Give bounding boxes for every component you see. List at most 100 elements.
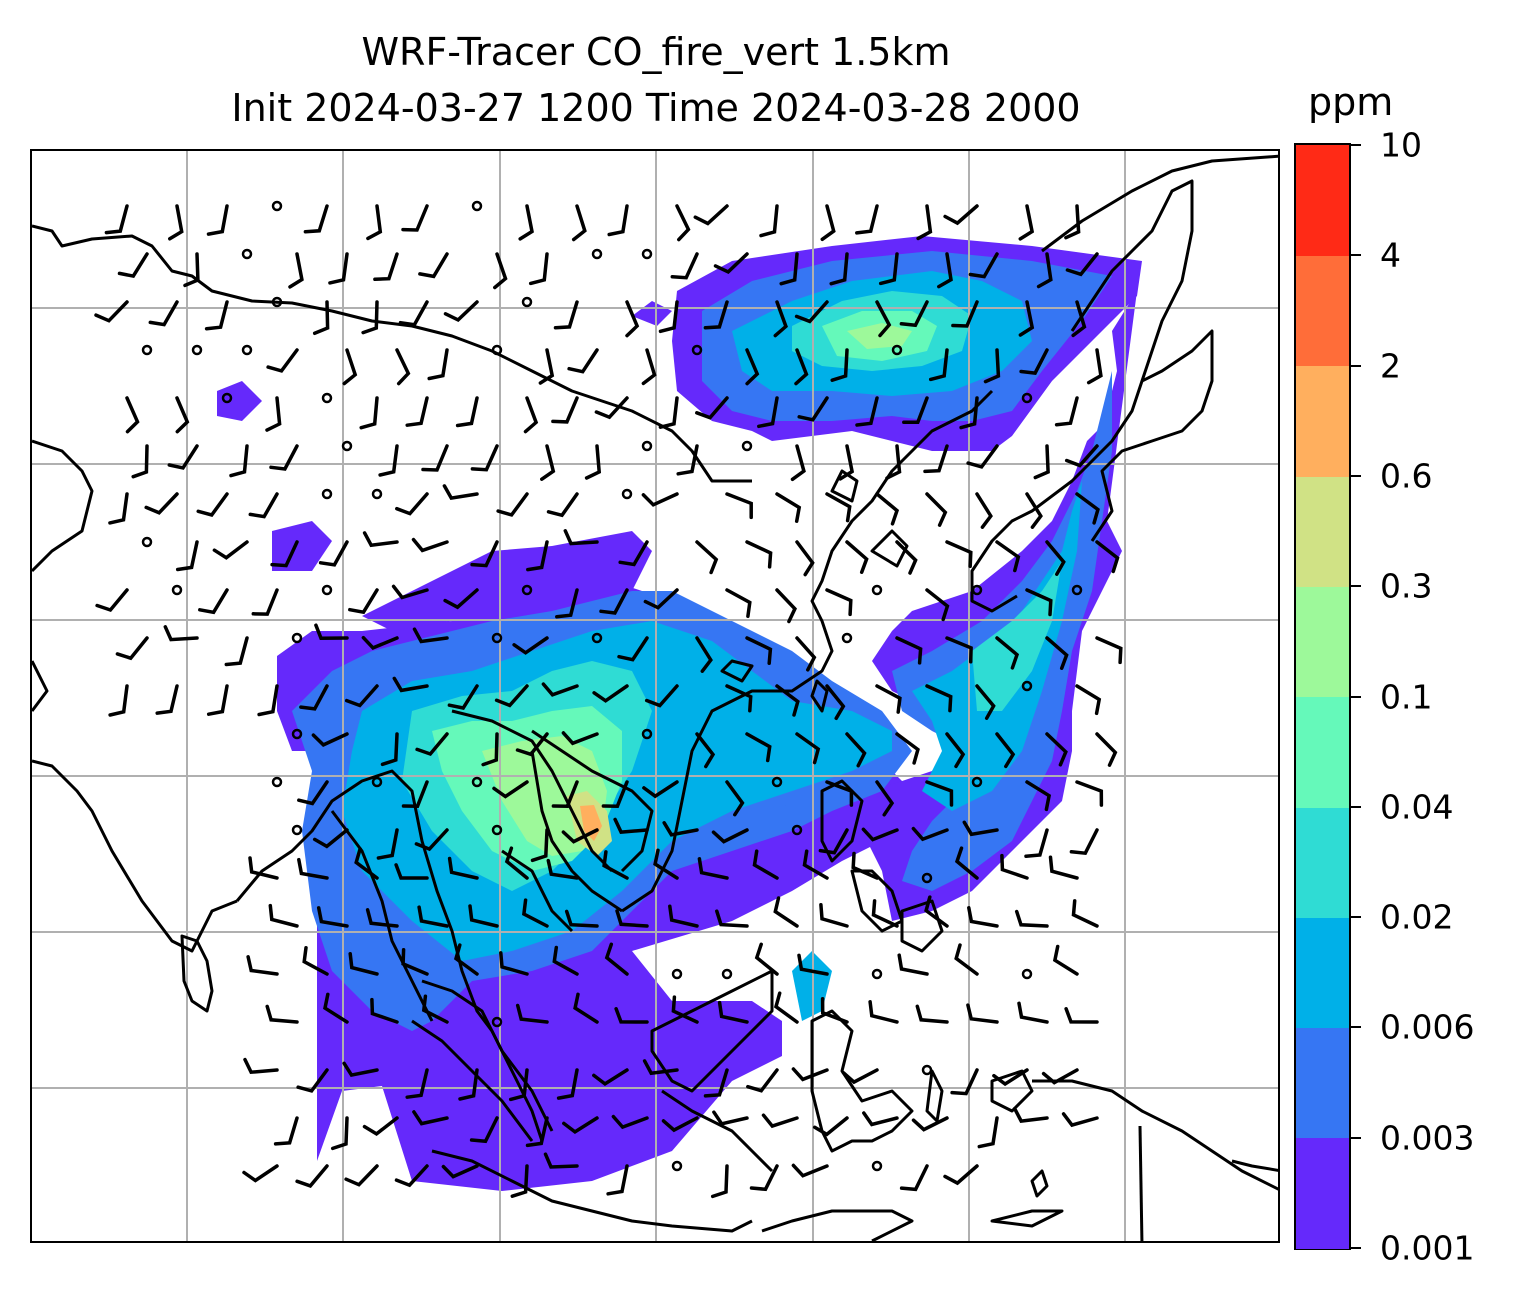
wind-barb (392, 676, 429, 693)
calm-wind-marker (621, 488, 633, 500)
wind-barb (1075, 780, 1104, 807)
map-title-line-1: WRF-Tracer CO_fire_vert 1.5km (361, 30, 951, 74)
wind-barb (845, 540, 869, 574)
coastline-path (810, 1009, 914, 1153)
calm-wind-marker (521, 584, 533, 596)
wind-barb (746, 1068, 779, 1093)
calm-wind-marker (871, 1160, 883, 1172)
colorbar-tick-label: 2 (1380, 346, 1401, 386)
calm-wind-marker (321, 584, 333, 596)
wind-barb (1095, 636, 1123, 665)
wind-barb (373, 252, 399, 282)
wind-barb (167, 444, 199, 470)
calm-wind-marker (791, 824, 803, 836)
wind-barb (871, 899, 899, 928)
wind-barb (967, 906, 999, 928)
wind-barb (943, 1164, 979, 1186)
calm-wind-marker (491, 344, 503, 356)
wind-barb (401, 948, 429, 976)
wind-barb (915, 1004, 949, 1024)
wind-barb (838, 444, 855, 481)
colorbar-tick-label: 10 (1380, 125, 1422, 165)
wind-barb (198, 588, 229, 615)
wind-barb (561, 828, 599, 844)
wind-barb (551, 780, 579, 808)
wind-barb (820, 997, 849, 1024)
wind-barb (584, 444, 602, 480)
calm-wind-marker (721, 968, 733, 980)
wind-barb (983, 348, 1001, 384)
calm-wind-marker (671, 968, 683, 980)
colorbar-tick-label: 0.006 (1380, 1007, 1475, 1047)
colorbar-tick (1351, 695, 1361, 698)
wind-barb (270, 540, 299, 568)
wind-barb (599, 588, 629, 615)
wind-barb (447, 856, 479, 880)
wind-barb (295, 1164, 329, 1188)
wind-barb (552, 945, 579, 976)
wind-barb (642, 1059, 679, 1076)
wind-barb (296, 1068, 329, 1093)
wind-barb (1048, 855, 1079, 880)
coastline-path (1138, 1125, 1144, 1241)
wind-barb (415, 732, 449, 757)
co-plume-region (217, 381, 262, 421)
calm-wind-marker (871, 584, 883, 596)
wind-barb (752, 849, 779, 880)
wind-barb (604, 942, 629, 976)
wind-barb (643, 588, 679, 610)
wind-barb (1036, 252, 1053, 289)
coastline-path (870, 529, 909, 568)
wind-barb (398, 300, 429, 327)
wind-barb (175, 540, 199, 572)
wind-barb (725, 492, 753, 520)
calm-wind-marker (271, 776, 283, 788)
wind-barb (1041, 1068, 1079, 1085)
wind-barb (606, 1164, 629, 1196)
wind-barb (510, 1164, 529, 1198)
wind-barb (601, 780, 629, 808)
calm-wind-marker (1071, 584, 1083, 596)
wind-barb (299, 684, 329, 711)
wind-barb (1019, 348, 1049, 375)
wind-barb (829, 252, 849, 286)
wind-barb (206, 204, 229, 236)
wind-barb (302, 945, 329, 976)
wind-barb (658, 396, 679, 429)
colorbar-tick-label: 0.001 (1380, 1228, 1475, 1268)
wind-barb (925, 684, 953, 713)
wind-barb (775, 492, 802, 523)
wind-barb (954, 943, 979, 976)
wind-barb (564, 909, 599, 928)
coastline-path (32, 224, 752, 483)
wind-barb (794, 300, 829, 324)
wind-barb (1061, 1112, 1099, 1128)
wind-barb (925, 780, 954, 807)
wind-barb (670, 252, 699, 280)
wind-barb (614, 1007, 649, 1024)
wind-barb (995, 732, 1016, 769)
colorbar (1294, 143, 1351, 1250)
wind-barb (394, 1164, 429, 1188)
wind-barb (602, 850, 629, 880)
coastline-path (1041, 154, 1278, 253)
wind-barb (273, 1116, 299, 1146)
wind-barb (1065, 252, 1099, 277)
wind-barb (246, 955, 279, 976)
wind-barb (895, 540, 918, 575)
calm-wind-marker (691, 344, 703, 356)
colorbar-segment (1296, 586, 1349, 698)
wind-barb (518, 204, 534, 241)
wind-barb (1025, 780, 1052, 812)
wind-barb (376, 828, 399, 860)
wind-barb (248, 856, 279, 880)
wind-barb (455, 396, 479, 428)
wind-barb (421, 994, 449, 1024)
wind-barb (1045, 636, 1069, 670)
calm-wind-marker (241, 248, 253, 260)
wind-barb (395, 492, 429, 516)
calm-wind-marker (141, 536, 153, 548)
colorbar-unit-label: ppm (1308, 80, 1394, 124)
co-plume-region (972, 561, 1062, 711)
wind-barb (613, 817, 649, 834)
